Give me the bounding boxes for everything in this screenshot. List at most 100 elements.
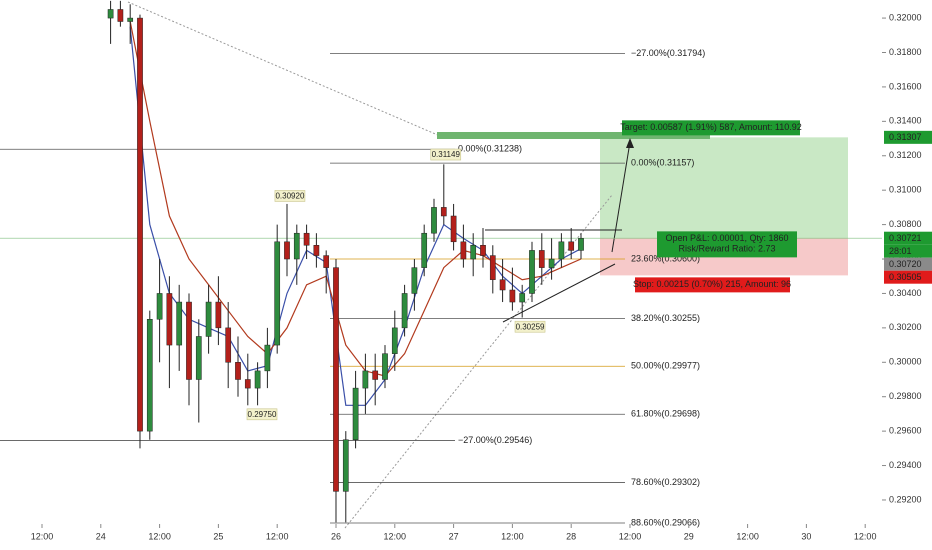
candle-body (352, 387, 359, 440)
candle-body (313, 245, 320, 256)
trend-line (127, 1, 441, 137)
candle-body (480, 245, 486, 256)
fib-label: −27.00%(0.31794) (631, 48, 705, 58)
x-tick-label: 12:00 (148, 531, 171, 541)
candle-body (411, 267, 418, 294)
y-tick-label: 0.31600 (889, 81, 922, 91)
x-tick-label: 12:00 (854, 531, 877, 541)
moving-average (129, 21, 582, 377)
candle-body (568, 241, 575, 251)
candle-body (519, 293, 526, 303)
price-badge-label: 28:01 (889, 246, 912, 256)
price-badge (884, 231, 932, 245)
y-tick-label: 0.30200 (889, 322, 922, 332)
y-tick-label: 0.29200 (889, 494, 922, 504)
candle-body (548, 258, 555, 268)
target-box (622, 120, 800, 136)
candle-body (166, 293, 173, 346)
candle-body (303, 232, 310, 246)
target-label: Target: 0.00587 (1.91%) 587, Amount: 110… (620, 122, 801, 132)
y-tick-label: 0.29800 (889, 391, 922, 401)
price-callout-label: 0.29750 (248, 410, 277, 419)
y-tick-label: 0.29600 (889, 426, 922, 436)
rr-label: Risk/Reward Ratio: 2.73 (678, 244, 775, 254)
candle-body (431, 207, 437, 234)
drawing-tools (127, 1, 710, 529)
price-badge (884, 130, 932, 144)
arrow (611, 141, 631, 253)
candle-body (254, 370, 261, 389)
candle-body (107, 9, 114, 19)
candle-body (137, 17, 143, 432)
y-tick-label: 0.29400 (889, 460, 922, 470)
candle-body (117, 9, 124, 22)
triangle-bottom (502, 263, 616, 323)
candle-body (372, 370, 379, 380)
x-tick-label: 12:00 (501, 531, 524, 541)
y-tick-label: 0.31400 (889, 116, 922, 126)
candle-body (274, 241, 281, 346)
candle-body (558, 241, 565, 260)
fib-label: 0.00%(0.31157) (631, 158, 694, 168)
candle-body (499, 279, 506, 291)
candle-body (342, 439, 349, 492)
candle-body (176, 301, 183, 346)
y-tick-label: 0.30400 (889, 288, 922, 298)
y-tick-label: 0.30000 (889, 357, 922, 367)
axes: 0.29200 0.29400 0.29600 0.29800 0.30000 0.302… (31, 12, 922, 541)
fib-base-line (344, 194, 613, 529)
price-badge (884, 244, 932, 258)
price-badge (884, 257, 932, 271)
fib-label: 23.60%(0.30600) (631, 253, 700, 263)
candle-body (225, 327, 232, 363)
fib-label: 61.80%(0.29698) (631, 409, 700, 419)
price-callout-label: 0.31149 (432, 150, 461, 159)
candle-body (440, 207, 447, 217)
candle-body (293, 232, 300, 260)
x-tick-label: 28 (566, 531, 576, 541)
candle-body (235, 362, 241, 380)
stop-box (635, 277, 790, 293)
candle-body (244, 379, 251, 389)
candle-body (578, 238, 584, 251)
price-callout (430, 148, 462, 161)
candle-body (284, 241, 290, 260)
candle-body (401, 293, 408, 329)
pnl-box (657, 231, 797, 258)
candle-body (391, 327, 398, 354)
candle-body (489, 255, 496, 280)
x-tick-label: 12:00 (736, 531, 759, 541)
candle-body (333, 267, 339, 492)
y-tick-label: 0.31800 (889, 47, 922, 57)
candle-body (146, 319, 153, 432)
candle-body (127, 17, 134, 22)
candle-body (195, 336, 202, 380)
candle-body (205, 301, 212, 337)
candle-body (421, 232, 428, 268)
x-tick-label: 25 (213, 531, 223, 541)
candle-body (156, 293, 163, 320)
x-tick-label: 29 (684, 531, 694, 541)
target-zone (600, 137, 848, 239)
fib-label: −27.00%(0.29546) (458, 435, 532, 445)
price-callout (274, 190, 306, 202)
candle-body (529, 250, 535, 294)
candle-body (450, 215, 457, 243)
candle-body (509, 289, 516, 303)
x-tick-label: 24 (96, 531, 106, 541)
x-tick-label: 12:00 (266, 531, 289, 541)
x-tick-label: 27 (449, 531, 459, 541)
candle-body (538, 250, 545, 268)
y-tick-label: 0.32000 (889, 12, 922, 22)
candle-body (264, 344, 271, 372)
x-tick-label: 12:00 (384, 531, 407, 541)
candle-body (323, 255, 330, 268)
candle-body (382, 353, 388, 380)
price-callout-label: 0.30259 (516, 322, 545, 331)
fib-label: 0.00%(0.31238) (458, 144, 522, 154)
fib-label: 50.00%(0.29977) (631, 361, 700, 371)
x-tick-label: 30 (801, 531, 811, 541)
candle-body (362, 370, 369, 389)
price-badge-label: 0.30721 (889, 233, 922, 243)
